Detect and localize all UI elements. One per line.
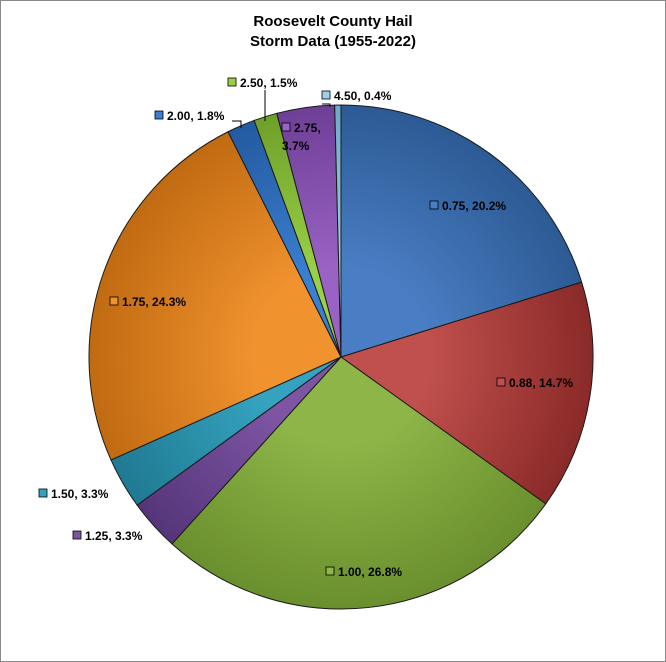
chart-title-line-1: Roosevelt County Hail (253, 13, 413, 30)
legend-key-1.25 (72, 530, 82, 540)
legend-key-4.50 (321, 90, 331, 100)
legend-key-0.75 (429, 200, 439, 210)
slice-label-2.50: 2.50, 1.5% (227, 76, 298, 90)
legend-key-1.50 (38, 488, 48, 498)
slice-label-text-4.50: 4.50, 0.4% (334, 89, 392, 103)
slice-label-1.25: 1.25, 3.3% (72, 529, 143, 543)
pie-slice-0.75 (340, 104, 583, 358)
leader-line-2.00 (232, 120, 242, 128)
slice-label-text-0.75: 0.75, 20.2% (442, 199, 506, 213)
leader-line-4.50 (322, 103, 331, 107)
slice-label-text-2.75-2: 3.7% (282, 139, 310, 153)
slice-label-text-1.50: 1.50, 3.3% (51, 487, 109, 501)
pie-slice-4.50 (334, 104, 342, 358)
slice-label-1.50: 1.50, 3.3% (38, 487, 109, 501)
slice-label-text-0.88: 0.88, 14.7% (509, 376, 573, 390)
legend-key-0.88 (496, 377, 506, 387)
slice-label-0.88: 0.88, 14.7% (496, 376, 573, 390)
legend-key-2.00 (154, 110, 164, 120)
legend-key-1.75 (109, 296, 119, 306)
slice-label-4.50: 4.50, 0.4% (321, 89, 392, 103)
pie-slice-0.88 (339, 281, 594, 505)
legend-key-2.50 (227, 77, 237, 87)
slice-label-2.00: 2.00, 1.8% (154, 109, 225, 123)
slice-label-2.75: 2.75, 3.7% (281, 121, 321, 153)
pie-slice-1.75 (88, 131, 342, 461)
slice-label-text-2.75-1: 2.75, (294, 121, 321, 135)
slice-label-0.75: 0.75, 20.2% (429, 199, 506, 213)
chart-title: Roosevelt County Hail Storm Data (1955-2… (0, 12, 666, 52)
legend-key-2.75 (281, 122, 291, 132)
slice-label-text-1.00: 1.00, 26.8% (338, 565, 402, 579)
pie-slice-1.00 (171, 356, 547, 610)
slice-label-text-1.25: 1.25, 3.3% (85, 529, 143, 543)
legend-key-1.00 (325, 566, 335, 576)
slice-label-text-2.00: 2.00, 1.8% (167, 109, 225, 123)
slice-label-text-1.75: 1.75, 24.3% (122, 295, 186, 309)
slice-label-text-2.50: 2.50, 1.5% (240, 76, 298, 90)
chart-title-line-2: Storm Data (1955-2022) (250, 33, 416, 50)
slice-label-1.00: 1.00, 26.8% (325, 565, 402, 579)
slice-label-1.75: 1.75, 24.3% (109, 295, 186, 309)
